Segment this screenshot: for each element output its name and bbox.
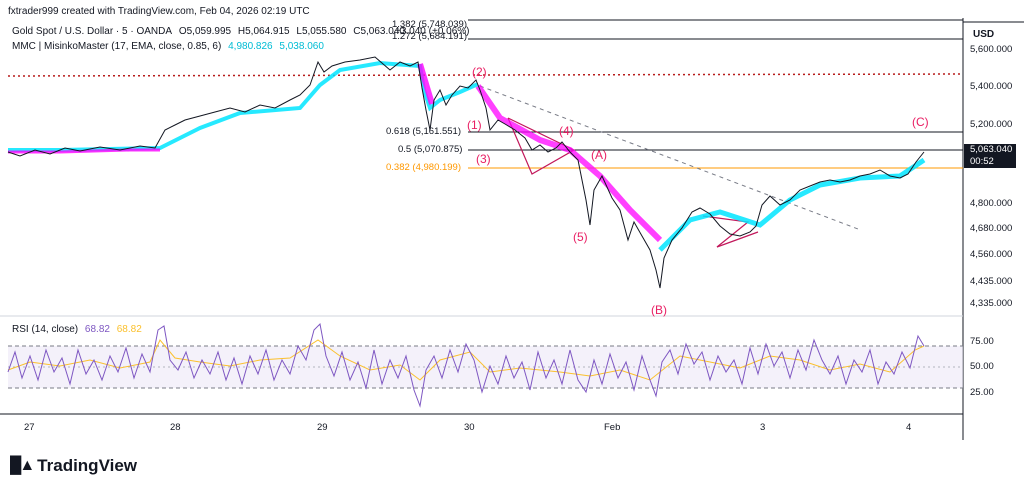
last-price-tag: 5,063.040 00:52 — [964, 144, 1016, 168]
trend-line — [479, 85, 859, 230]
price-tick-6: 4,560.000 — [970, 249, 1013, 260]
ohlc-low: L5,055.580 — [296, 26, 347, 37]
price-tick-2: 5,400.000 — [970, 81, 1013, 92]
symbol-legend[interactable]: Gold Spot / U.S. Dollar · 5 · OANDA O5,0… — [12, 26, 409, 37]
tradingview-logo-icon: █▲ — [10, 457, 35, 474]
wave-label-3: (3) — [476, 152, 491, 166]
wave-label-b: (B) — [651, 303, 667, 317]
ribbon-magenta-1 — [8, 148, 160, 154]
fib-label-1272: 1.272 (5,684.191) — [392, 31, 468, 42]
price-tick-4: 4,800.000 — [970, 198, 1013, 209]
fib-label-0618: 0.618 (5,161.551) — [386, 126, 462, 137]
ribbon-cyan-up — [8, 60, 479, 152]
chart-credit: fxtrader999 created with TradingView.com… — [8, 6, 310, 17]
wave-label-2: (2) — [472, 65, 487, 79]
price-tick-8: 4,335.000 — [970, 298, 1013, 309]
triangle-pattern-1 — [507, 117, 576, 175]
time-tick-27: 27 — [24, 422, 35, 433]
fib-label-05: 0.5 (5,070.875) — [398, 144, 463, 155]
triangle-pattern-2-base — [716, 231, 759, 248]
price-tick-3: 5,200.000 — [970, 119, 1013, 130]
rsi-name: RSI (14, close) — [12, 324, 79, 335]
indicator-name: MMC | MisinkoMaster (17, EMA, close, 0.8… — [12, 41, 222, 52]
wave-label-c: (C) — [912, 115, 929, 129]
wave-label-a: (A) — [591, 148, 607, 162]
tradingview-logo-text: TradingView — [37, 456, 137, 475]
ribbon-cyan-recovery — [658, 157, 926, 252]
price-change: +3.040 (+0.06%) — [395, 26, 470, 37]
time-tick-3: 3 — [760, 422, 766, 433]
ribbon-magenta-down — [475, 84, 663, 243]
bar-countdown: 00:52 — [970, 156, 994, 167]
rsi-ma-value: 68.82 — [116, 324, 142, 335]
rsi-ma-line — [7, 339, 925, 381]
rsi-legend[interactable]: RSI (14, close) 68.82 68.82 — [12, 324, 142, 335]
rsi-line — [7, 322, 925, 408]
time-tick-feb: Feb — [604, 422, 621, 433]
price-tick-7: 4,435.000 — [970, 276, 1013, 287]
ohlc-open: O5,059.995 — [178, 26, 232, 37]
tradingview-logo: █▲ TradingView — [10, 456, 137, 476]
price-tick-1: 5,600.000 — [970, 44, 1013, 55]
indicator-value-1: 4,980.826 — [228, 41, 273, 52]
symbol-name: Gold Spot / U.S. Dollar · 5 · OANDA — [12, 26, 173, 37]
rsi-tick-50: 50.00 — [970, 361, 994, 372]
resistance-line — [7, 73, 964, 77]
indicator-legend[interactable]: MMC | MisinkoMaster (17, EMA, close, 0.8… — [12, 41, 328, 52]
ribbon-magenta-2 — [417, 63, 435, 105]
rsi-tick-25: 25.00 — [970, 387, 994, 398]
currency-label[interactable]: USD — [973, 29, 995, 40]
wave-label-5: (5) — [573, 230, 588, 244]
rsi-value: 68.82 — [84, 324, 110, 335]
rsi-tick-75: 75.00 — [970, 336, 994, 347]
time-tick-4: 4 — [906, 422, 912, 433]
fib-label-0382: 0.382 (4,980.199) — [386, 162, 462, 173]
ohlc-close: C5,063.040 — [353, 26, 405, 37]
price-tick-5: 4,680.000 — [970, 223, 1013, 234]
ohlc-high: H5,064.915 — [237, 26, 290, 37]
time-tick-30: 30 — [464, 422, 475, 433]
fib-label-1382: 1.382 (5,748.039) — [392, 19, 468, 30]
time-tick-28: 28 — [170, 422, 181, 433]
wave-label-4: (4) — [559, 124, 574, 138]
wave-label-1: (1) — [467, 118, 482, 132]
price-series — [7, 56, 925, 289]
indicator-value-2: 5,038.060 — [279, 41, 324, 52]
last-price: 5,063.040 — [970, 144, 1013, 155]
time-tick-29: 29 — [317, 422, 328, 433]
